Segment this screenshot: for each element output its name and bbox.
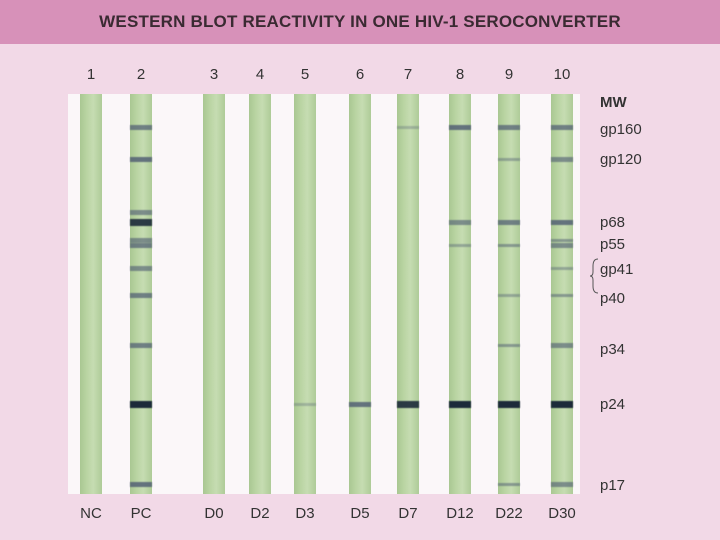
lane-label-d7: D7 [398, 505, 418, 522]
lane-label-d3: D3 [295, 505, 315, 522]
mw-marker-p55: p55 [600, 236, 626, 253]
lane-number-5: 5 [300, 66, 310, 83]
band-p24 [397, 400, 419, 408]
mw-marker-p40: p40 [600, 290, 626, 307]
lane-label-nc: NC [80, 505, 102, 522]
mw-title: MW [600, 94, 627, 111]
band-gp120 [498, 157, 520, 161]
band-gp120 [130, 156, 152, 162]
header-bar: WESTERN BLOT REACTIVITY IN ONE HIV-1 SER… [0, 0, 720, 44]
lane-label-d2: D2 [250, 505, 270, 522]
lane-number-4: 4 [255, 66, 265, 83]
band-gp160 [130, 124, 152, 130]
band-gp160 [397, 125, 419, 129]
brace-icon [590, 258, 599, 294]
band-p55 [449, 243, 471, 247]
band-p24 [551, 400, 573, 408]
band-gp120 [551, 156, 573, 162]
band-p24 [130, 400, 152, 408]
band-gp160 [551, 124, 573, 130]
band-p34 [498, 343, 520, 347]
lane-label-d0: D0 [204, 505, 224, 522]
strip-d7 [397, 94, 419, 494]
mw-marker-gp120: gp120 [600, 151, 642, 168]
band-p68 [551, 219, 573, 225]
strip-nc [80, 94, 102, 494]
band-p68 [498, 219, 520, 225]
mw-marker-gp41: gp41 [600, 261, 634, 278]
band-p34 [551, 342, 573, 348]
band-p24 [294, 402, 316, 406]
band-p40 [498, 293, 520, 297]
band-gp160 [498, 124, 520, 130]
lane-label-d22: D22 [495, 505, 523, 522]
band-p68 [130, 218, 152, 226]
lane-number-9: 9 [504, 66, 514, 83]
strip-d22 [498, 94, 520, 494]
strip-d12 [449, 94, 471, 494]
band-p68 [449, 219, 471, 225]
strip-d30 [551, 94, 573, 494]
band-p40 [130, 292, 152, 298]
band-p55 [551, 242, 573, 248]
band-p24 [498, 400, 520, 408]
band-gp41 [551, 266, 573, 270]
band-gp160 [449, 124, 471, 130]
lane-number-2: 2 [136, 66, 146, 83]
band-p17 [130, 481, 152, 487]
lane-label-d5: D5 [350, 505, 370, 522]
band-p55 [130, 242, 152, 248]
band-p17 [551, 481, 573, 487]
lane-number-3: 3 [209, 66, 219, 83]
mw-marker-p68: p68 [600, 214, 626, 231]
lane-number-8: 8 [455, 66, 465, 83]
mw-marker-gp160: gp160 [600, 121, 642, 138]
strip-d2 [249, 94, 271, 494]
band-gp41 [130, 265, 152, 271]
strip-d0 [203, 94, 225, 494]
mw-marker-p17: p17 [600, 477, 626, 494]
band-p34 [130, 342, 152, 348]
strip-pc [130, 94, 152, 494]
lane-label-d12: D12 [446, 505, 474, 522]
blot-panel [68, 94, 580, 494]
band-p51 [130, 237, 152, 243]
lane-number-7: 7 [403, 66, 413, 83]
strip-d5 [349, 94, 371, 494]
band-p51 [551, 238, 573, 242]
mw-marker-p24: p24 [600, 396, 626, 413]
band-p63 [130, 209, 152, 215]
strip-d3 [294, 94, 316, 494]
lane-number-10: 10 [553, 66, 571, 83]
lane-label-pc: PC [130, 505, 152, 522]
band-p24 [349, 401, 371, 407]
lane-number-6: 6 [355, 66, 365, 83]
band-p55 [498, 243, 520, 247]
mw-marker-p34: p34 [600, 341, 626, 358]
band-p17 [498, 482, 520, 486]
band-p40 [551, 293, 573, 297]
figure-title: WESTERN BLOT REACTIVITY IN ONE HIV-1 SER… [99, 12, 621, 31]
band-p24 [449, 400, 471, 408]
lane-number-1: 1 [86, 66, 96, 83]
lane-label-d30: D30 [548, 505, 576, 522]
